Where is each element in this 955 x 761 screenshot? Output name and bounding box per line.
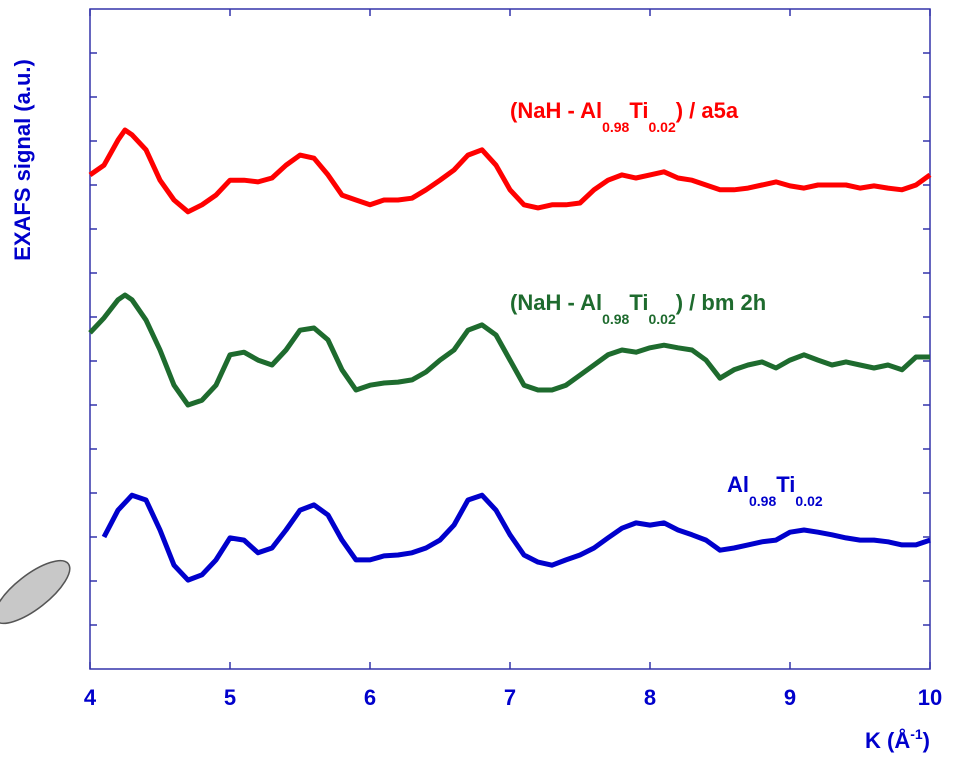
- y-axis-label: EXAFS signal (a.u.): [10, 59, 35, 261]
- annotation: (NaH - Al0.98Ti0.02) / bm 2h: [510, 290, 766, 327]
- x-axis-label-part: K (Å: [865, 727, 910, 753]
- annotation-part: Al: [727, 472, 749, 497]
- decoration: [0, 559, 71, 625]
- annotation-part: 0.98: [749, 493, 776, 509]
- annotation-part: 0.98: [602, 119, 629, 135]
- annotation-part: 0.02: [648, 119, 675, 135]
- annotation-part: 0.98: [602, 311, 629, 327]
- data-line: [88, 292, 930, 408]
- x-tick-label: 5: [224, 685, 236, 710]
- x-axis-label-part: -1: [910, 726, 923, 742]
- annotation-part: 0.02: [648, 311, 675, 327]
- x-tick-label: 8: [644, 685, 656, 710]
- annotation-part: 0.02: [795, 493, 822, 509]
- annotation-part: (NaH - Al: [510, 98, 602, 123]
- annotation-part: ) / bm 2h: [676, 290, 766, 315]
- annotation: Al0.98Ti0.02: [727, 472, 823, 509]
- data-line: [101, 492, 931, 583]
- x-axis-label-part: ): [923, 728, 930, 753]
- data-line: [88, 127, 932, 215]
- annotation: (NaH - Al0.98Ti0.02) / a5a: [510, 98, 739, 135]
- x-tick-label: 4: [84, 685, 97, 710]
- annotation-part: Ti: [629, 98, 648, 123]
- annotation-part: Ti: [776, 472, 795, 497]
- annotation-part: Ti: [629, 290, 648, 315]
- x-tick-label: 7: [504, 685, 516, 710]
- annotation-part: (NaH - Al: [510, 290, 602, 315]
- annotation-part: ) / a5a: [676, 98, 739, 123]
- x-tick-label: 6: [364, 685, 376, 710]
- x-tick-label: 10: [918, 685, 942, 710]
- x-axis-label: K (Å-1): [865, 726, 930, 753]
- x-tick-label: 9: [784, 685, 796, 710]
